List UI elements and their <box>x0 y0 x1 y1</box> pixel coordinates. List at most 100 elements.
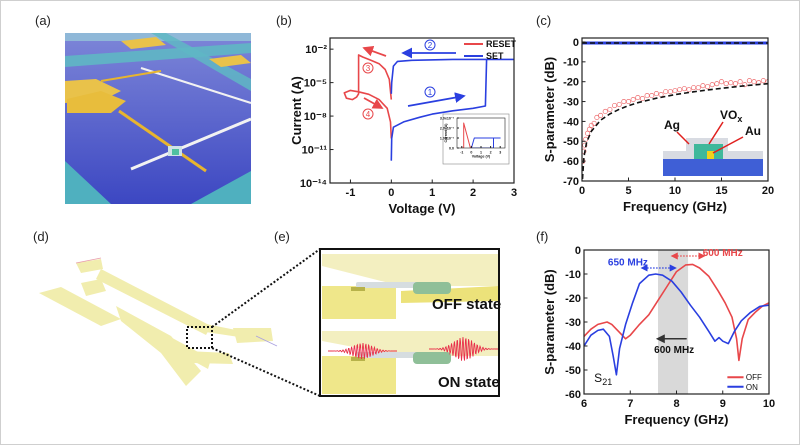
x-tick-label: 9 <box>720 398 726 410</box>
data-point-measured-bottom <box>672 88 678 94</box>
legend-label-reset: RESET <box>486 39 517 49</box>
y-tick-label: -40 <box>563 116 579 128</box>
step-number: 2 <box>428 41 433 50</box>
frequency-shift-label: 600 MHz <box>654 345 694 356</box>
y-tick-label: 10⁻¹⁴ <box>300 178 327 190</box>
y-tick-label: -60 <box>565 389 581 401</box>
data-point-measured-bottom <box>616 101 622 108</box>
y-tick-label: 2.0x10⁻³ <box>440 126 455 130</box>
step-marker <box>424 86 436 98</box>
ag-label: Ag <box>664 118 680 132</box>
shaded-band <box>658 250 689 394</box>
y-axis-label: Current (A) <box>444 123 448 143</box>
y-tick-label: -10 <box>565 269 581 281</box>
x-tick-label: 0 <box>470 151 472 155</box>
y-tick-label: -30 <box>563 96 579 108</box>
x-tick-label: 2 <box>490 151 492 155</box>
panel-label-b: (b) <box>276 13 292 28</box>
au-electrode <box>707 151 714 159</box>
data-point-measured-bottom <box>639 96 646 102</box>
x-tick-label: 0 <box>388 187 394 199</box>
substrate <box>663 159 763 176</box>
zoom-region-box <box>186 326 213 349</box>
step-marker <box>362 108 374 120</box>
filter-layout <box>39 259 273 386</box>
plot-area-c: 0 5 10 15 20 -70 -60 -50 -40 -30 -20 -10 0 Frequency … <box>542 37 774 214</box>
rf-wave-packet <box>429 337 498 361</box>
x-tick-label: -1 <box>460 151 463 155</box>
data-point-measured-bottom <box>611 102 618 109</box>
plot-area-b-inset: -1 0 1 2 3 0.0 1.0x10⁻³ 2.0x10⁻³ 3.0x10⁻³ Voltage… <box>440 116 506 158</box>
y-tick-label: -50 <box>563 136 579 148</box>
inset-frame <box>442 113 510 165</box>
s21-label-sub: 21 <box>602 377 612 387</box>
series-line-ON <box>584 273 769 376</box>
step-number: 4 <box>366 110 371 119</box>
vox-label-sub: x <box>737 114 742 124</box>
vox-label: VOx <box>720 108 742 124</box>
legend-label-off: OFF <box>746 373 762 382</box>
data-point-measured-bottom <box>598 112 604 119</box>
x-tick-label: 20 <box>762 185 774 197</box>
s21-label-base: S <box>594 371 602 385</box>
x-tick-label: -1 <box>346 187 356 199</box>
y-tick-label: -20 <box>565 293 581 305</box>
y-tick-label: 10⁻¹¹ <box>302 144 328 156</box>
x-tick-label: 8 <box>673 398 679 410</box>
panel-label-c: (c) <box>536 13 552 28</box>
panel-label-f: (f) <box>536 229 549 244</box>
y-tick-label: 10⁻⁸ <box>304 111 327 123</box>
data-point-measured-bottom <box>723 81 729 87</box>
series-group <box>460 122 501 148</box>
data-point-measured-bottom <box>695 85 701 91</box>
x-axis-label: Frequency (GHz) <box>624 412 728 427</box>
x-tick-label: 0 <box>579 185 585 197</box>
x-tick-label: 7 <box>627 398 633 410</box>
x-tick-label: 1 <box>480 151 482 155</box>
au-label: Au <box>745 124 761 138</box>
data-point-measured-bottom <box>704 84 711 90</box>
plot-area-f: 6 7 8 9 10 -60 -50 -40 -30 -20 -10 0 Frequency (GHz)… <box>542 245 775 427</box>
rf-signal-waves <box>328 337 498 361</box>
y-tick-label: -10 <box>563 57 579 69</box>
data-point-measured-bottom <box>718 79 725 85</box>
data-point-measured-bottom <box>630 97 636 103</box>
series-line-SET <box>470 137 501 148</box>
data-point-measured-bottom <box>649 93 655 99</box>
data-point-measured-bottom <box>681 86 687 92</box>
data-point-measured-bottom <box>667 89 673 95</box>
step-marker <box>424 39 436 51</box>
step-number: 3 <box>366 64 371 73</box>
y-tick-label: -50 <box>565 365 581 377</box>
step-marker <box>362 62 374 74</box>
series-line-SET <box>390 58 514 161</box>
vox-pointer <box>708 121 724 145</box>
y-axis-label: S-parameter (dB) <box>542 57 557 162</box>
step-number: 1 <box>428 88 433 97</box>
panel-label-d: (d) <box>33 229 49 244</box>
y-tick-label: -40 <box>565 341 581 353</box>
legend-label-on: ON <box>746 383 758 392</box>
x-tick-label: 1 <box>429 187 435 199</box>
on-state-label: ON state <box>438 374 500 391</box>
x-tick-label: 5 <box>625 185 631 197</box>
y-tick-label: -30 <box>565 317 581 329</box>
sweep-direction-arrow <box>362 46 387 57</box>
sweep-direction-arrow <box>407 92 466 107</box>
vox-label-base: VO <box>720 108 737 122</box>
y-axis-label: S-parameter (dB) <box>542 269 557 374</box>
series-group <box>584 263 769 376</box>
x-tick-label: 15 <box>715 185 727 197</box>
data-point-measured-bottom <box>625 99 632 105</box>
data-point-measured-bottom <box>732 81 739 87</box>
y-tick-label: 10⁻² <box>305 44 327 56</box>
axes-frame <box>329 37 515 184</box>
x-tick-label: 2 <box>470 187 476 199</box>
data-point-measured-bottom <box>602 108 608 115</box>
x-axis-label: Frequency (GHz) <box>623 199 727 214</box>
